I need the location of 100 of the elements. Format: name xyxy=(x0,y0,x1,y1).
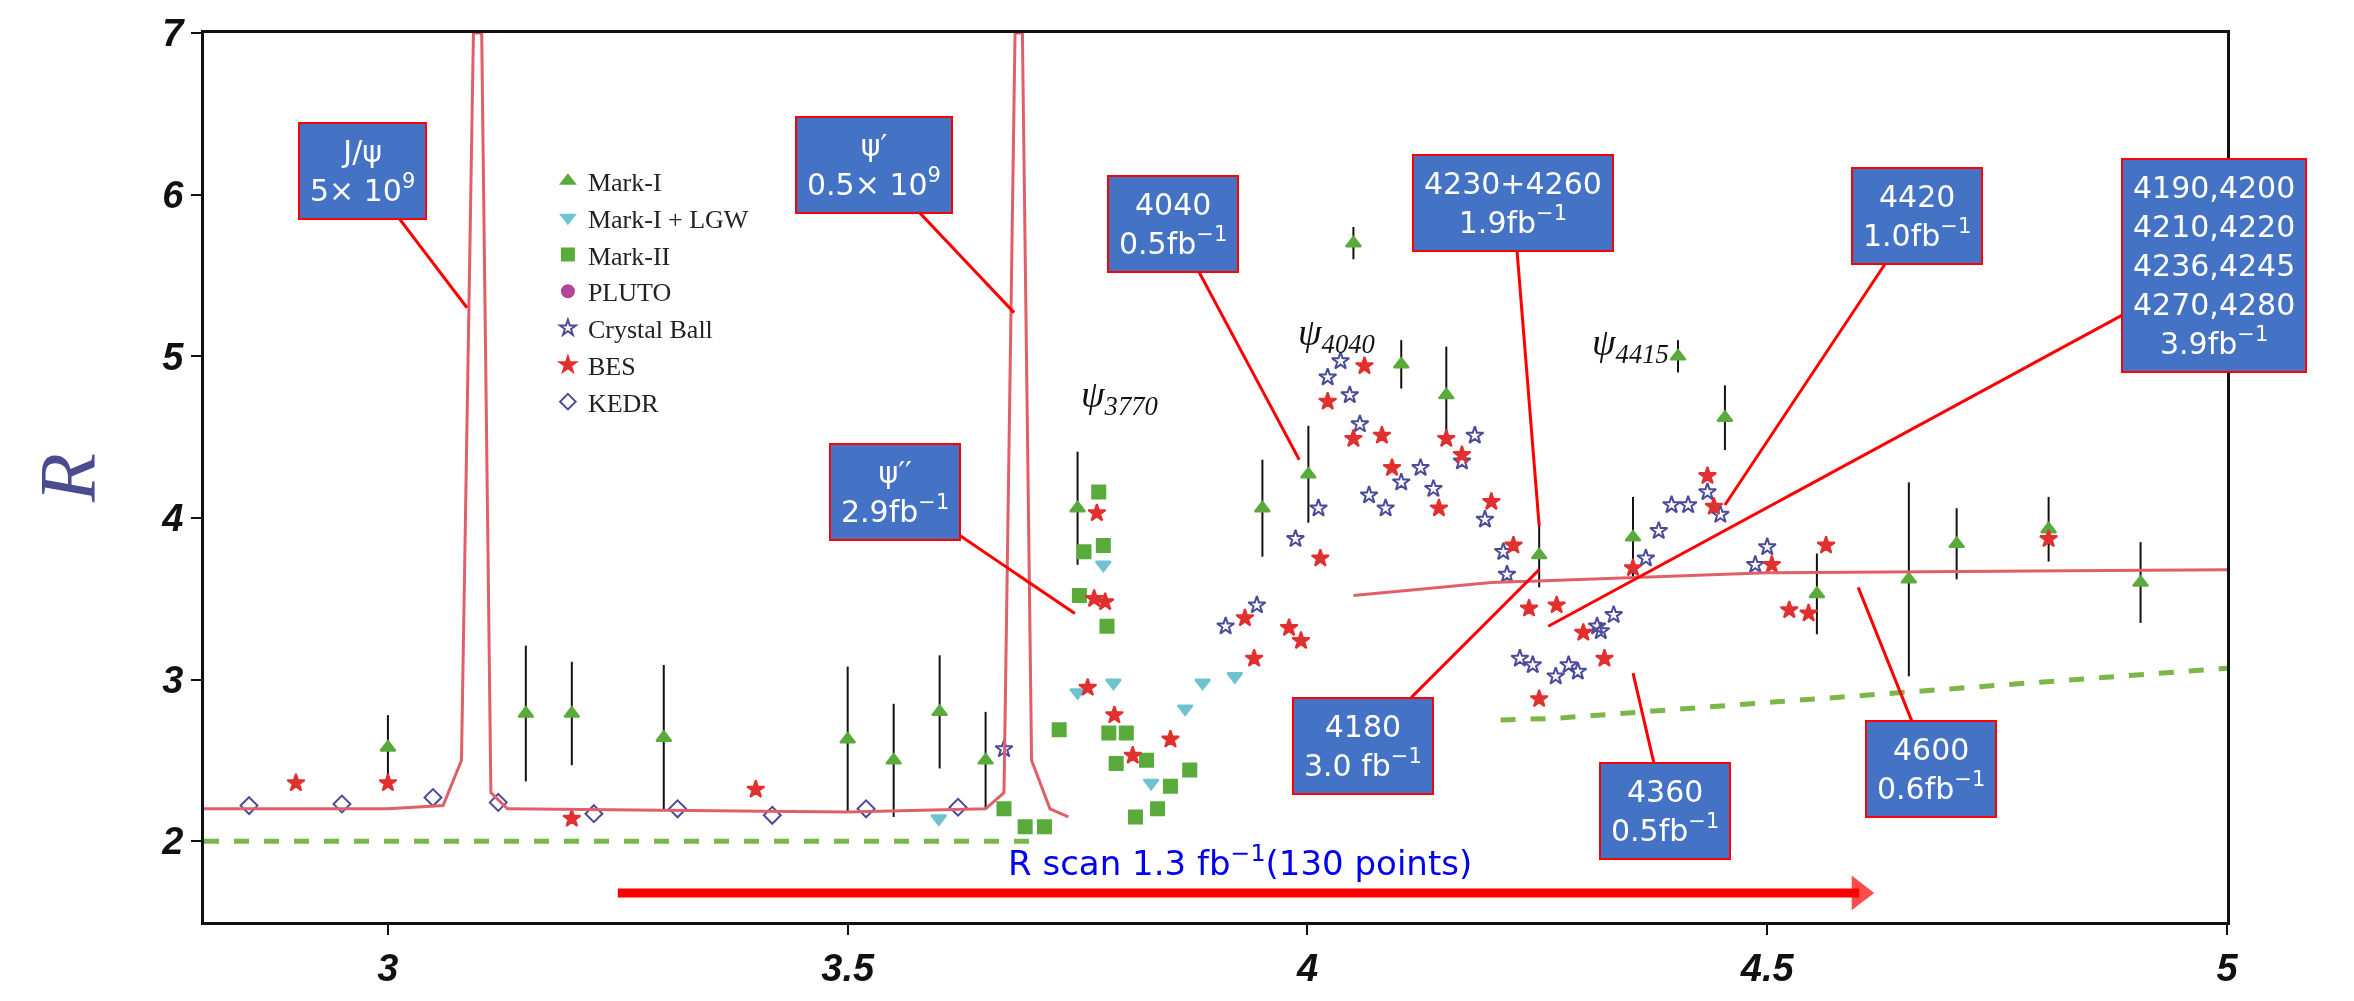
point xyxy=(562,808,582,827)
point xyxy=(1244,648,1264,667)
point xyxy=(286,772,306,792)
point xyxy=(668,799,688,819)
point xyxy=(1235,608,1255,627)
point xyxy=(1099,618,1115,634)
point xyxy=(1762,554,1782,574)
point xyxy=(1573,622,1593,642)
y-tick-label: 2 xyxy=(161,820,184,863)
point xyxy=(1547,595,1567,614)
point xyxy=(1087,502,1107,522)
annotation: ψ$_{4040}$ xyxy=(1298,311,1375,359)
point xyxy=(1591,620,1611,640)
point xyxy=(1704,496,1724,515)
annotation: J/ψ 5× 10$^{9}$ xyxy=(310,134,416,208)
x-tick-label: 5 xyxy=(2216,946,2239,989)
point xyxy=(1150,801,1166,817)
point xyxy=(1808,586,1826,599)
point xyxy=(1354,355,1375,375)
point xyxy=(1948,536,1966,549)
point xyxy=(1350,414,1370,433)
point xyxy=(1475,509,1495,528)
point xyxy=(1697,465,1718,485)
point xyxy=(856,799,876,819)
point xyxy=(1410,457,1431,477)
point xyxy=(1636,548,1656,567)
point xyxy=(1382,457,1402,477)
point xyxy=(332,794,352,814)
point xyxy=(839,731,857,744)
point xyxy=(239,796,259,816)
point xyxy=(948,797,968,817)
y-tick-label: 5 xyxy=(162,335,185,378)
point xyxy=(1757,536,1777,556)
point xyxy=(977,752,995,765)
point xyxy=(1497,564,1517,583)
point xyxy=(994,738,1014,758)
point xyxy=(1530,547,1548,560)
annotation: 4180 3.0 fb$^{−1}$ xyxy=(1304,709,1422,783)
point xyxy=(1452,444,1472,464)
point xyxy=(1142,778,1160,791)
point xyxy=(1310,548,1330,567)
point xyxy=(488,792,508,812)
point xyxy=(1071,587,1087,603)
y-tick-label: 6 xyxy=(162,173,185,216)
point xyxy=(931,704,949,717)
point xyxy=(1510,648,1530,667)
point xyxy=(1084,588,1104,608)
point xyxy=(762,805,782,825)
legend-label: PLUTO xyxy=(587,278,672,308)
point xyxy=(1546,666,1566,685)
annotation: ψ′ 0.5× 10$^{9}$ xyxy=(807,128,941,202)
point xyxy=(1465,425,1485,444)
legend-label: Crystal Ball xyxy=(587,315,713,345)
point xyxy=(1017,819,1033,835)
point xyxy=(1594,648,1615,667)
point xyxy=(1291,630,1311,650)
point xyxy=(1392,356,1410,369)
x-tick-label: 4 xyxy=(1295,946,1319,989)
point xyxy=(1253,500,1271,513)
annotation: ψ$_{3770}$ xyxy=(1081,373,1158,421)
point xyxy=(1798,603,1819,622)
point xyxy=(1568,661,1588,680)
point xyxy=(1429,498,1449,517)
legend-label: BES xyxy=(587,352,636,381)
point xyxy=(1095,591,1115,611)
point xyxy=(1139,752,1155,768)
x-tick-label: 3.5 xyxy=(821,946,875,989)
point xyxy=(996,801,1012,817)
point xyxy=(517,705,535,718)
point xyxy=(1285,528,1306,548)
point xyxy=(1649,520,1669,540)
point xyxy=(1375,498,1396,517)
annotation: 4360 0.5fb$^{−1}$ xyxy=(1611,774,1720,848)
point xyxy=(1091,484,1107,500)
annotation: R scan 1.3 fb$^{−1}$(130 points) xyxy=(1008,839,1473,884)
point xyxy=(1669,348,1687,361)
legend-label: Mark-I + LGW xyxy=(587,204,749,234)
point xyxy=(1391,472,1411,491)
point xyxy=(1587,616,1607,635)
point xyxy=(1710,504,1730,524)
point xyxy=(1101,725,1117,741)
point xyxy=(1519,598,1539,617)
point xyxy=(423,788,443,807)
point xyxy=(1623,557,1643,577)
point xyxy=(746,779,766,798)
point xyxy=(1318,367,1338,386)
point xyxy=(1128,809,1143,825)
legend-label: Mark-I xyxy=(587,168,662,197)
point xyxy=(1343,428,1364,448)
point xyxy=(1900,571,1918,584)
point xyxy=(1529,688,1549,708)
point xyxy=(1095,537,1111,553)
point xyxy=(1558,654,1579,674)
point xyxy=(1523,654,1543,674)
point xyxy=(885,752,903,765)
y-tick-label: 7 xyxy=(162,12,186,55)
point xyxy=(584,804,604,824)
point xyxy=(2038,528,2059,548)
y-tick-label: 3 xyxy=(162,658,184,701)
point xyxy=(1308,498,1329,517)
